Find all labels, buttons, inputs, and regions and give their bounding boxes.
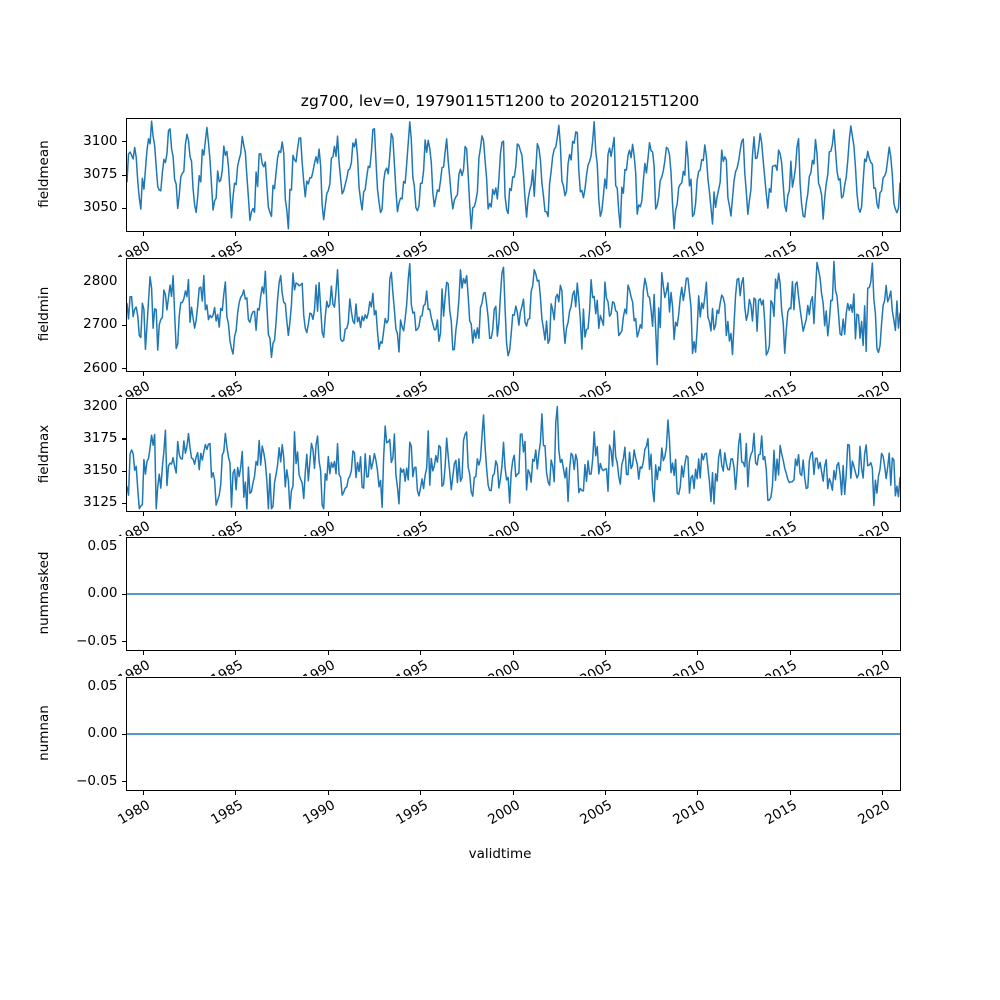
data-line-fieldmin (126, 260, 900, 366)
chart-title: zg700, lev=0, 19790115T1200 to 20201215T… (300, 92, 700, 110)
x-tickmark (327, 791, 329, 795)
x-tickmark (604, 512, 606, 516)
x-tickmark (142, 372, 144, 376)
x-tickmark (512, 512, 514, 516)
y-tick-label: 3200 (83, 397, 118, 414)
y-tick-label: 3050 (83, 199, 118, 216)
x-tickmark (235, 651, 237, 655)
x-tickmark (789, 372, 791, 376)
x-tickmark (697, 232, 699, 236)
x-tick-label: 1990 (300, 797, 339, 829)
x-tickmark (142, 651, 144, 655)
x-tickmark (512, 791, 514, 795)
x-tickmark (235, 372, 237, 376)
y-tickmark (122, 141, 126, 143)
y-tickmark (122, 593, 126, 595)
y-tick-label: 0.05 (87, 537, 118, 554)
x-tickmark (512, 651, 514, 655)
x-tick-label: 2005 (577, 797, 616, 829)
y-tickmark (122, 207, 126, 209)
x-tick-label: 2000 (485, 797, 523, 829)
y-tick-label: 2700 (83, 316, 118, 333)
x-tickmark (697, 512, 699, 516)
y-tickmark (122, 502, 126, 504)
y-tickmark (122, 174, 126, 176)
y-tick-label: 3125 (83, 494, 118, 511)
x-tickmark (697, 372, 699, 376)
x-tick-label: 1995 (392, 797, 431, 829)
x-tickmark (235, 512, 237, 516)
y-tick-label: 3150 (83, 462, 118, 478)
y-tick-label: 3100 (83, 132, 118, 149)
x-tickmark (420, 372, 422, 376)
subplot-fieldmean (125, 118, 901, 232)
x-tickmark (604, 791, 606, 795)
y-tick-label: 3175 (83, 429, 118, 446)
x-tickmark (142, 232, 144, 236)
x-tickmark (327, 651, 329, 655)
y-tick-label: −0.05 (76, 632, 118, 649)
x-axis-label: validtime (468, 846, 532, 862)
x-tick-label: 1980 (115, 797, 154, 829)
x-tickmark (789, 232, 791, 236)
x-tick-label: 1985 (207, 797, 246, 829)
y-tickmark (122, 733, 126, 735)
y-tick-label: 2800 (83, 272, 118, 289)
x-tickmark (604, 232, 606, 236)
x-tickmark (512, 232, 514, 236)
x-tickmark (142, 512, 144, 516)
y-tick-label: −0.05 (76, 772, 118, 789)
x-tickmark (882, 512, 884, 516)
x-tickmark (327, 512, 329, 516)
x-tickmark (604, 651, 606, 655)
x-tick-label: 2015 (762, 797, 801, 829)
x-tickmark (420, 651, 422, 655)
x-tickmark (235, 232, 237, 236)
x-tick-label: 2010 (670, 797, 708, 829)
x-tickmark (882, 232, 884, 236)
x-tickmark (327, 372, 329, 376)
x-tickmark (882, 791, 884, 795)
y-tick-label: 0.00 (87, 725, 118, 741)
x-tickmark (235, 791, 237, 795)
y-tick-label: 3075 (83, 166, 118, 182)
x-tickmark (697, 791, 699, 795)
x-tickmark (420, 791, 422, 795)
x-tickmark (789, 512, 791, 516)
x-tickmark (882, 651, 884, 655)
x-tickmark (420, 232, 422, 236)
data-line-fieldmean (126, 120, 900, 230)
data-line-fieldmax (126, 405, 900, 510)
subplot-fieldmax (125, 398, 901, 512)
y-tickmark (122, 368, 126, 370)
x-tickmark (882, 372, 884, 376)
y-tick-label: 2600 (83, 359, 118, 376)
y-tickmark (122, 470, 126, 472)
x-tickmark (697, 651, 699, 655)
x-tick-label: 2020 (854, 797, 893, 829)
x-tickmark (789, 791, 791, 795)
y-tick-label: 0.00 (87, 585, 118, 601)
x-tickmark (789, 651, 791, 655)
subplot-fieldmin (125, 258, 901, 372)
y-tickmark (122, 324, 126, 326)
x-tickmark (512, 372, 514, 376)
y-tickmark (122, 438, 126, 440)
x-tickmark (142, 791, 144, 795)
y-axis-label-numnan: numnan (35, 705, 52, 761)
subplot-numnan (125, 677, 901, 791)
y-tickmark (122, 641, 126, 643)
y-tick-label: 0.05 (87, 677, 118, 694)
x-tickmark (327, 232, 329, 236)
y-tickmark (122, 781, 126, 783)
subplot-nummasked (125, 537, 901, 651)
x-tickmark (604, 372, 606, 376)
x-tickmark (420, 512, 422, 516)
